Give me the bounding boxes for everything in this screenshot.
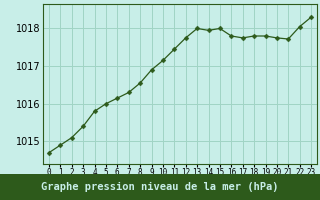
Text: Graphe pression niveau de la mer (hPa): Graphe pression niveau de la mer (hPa): [41, 182, 279, 192]
